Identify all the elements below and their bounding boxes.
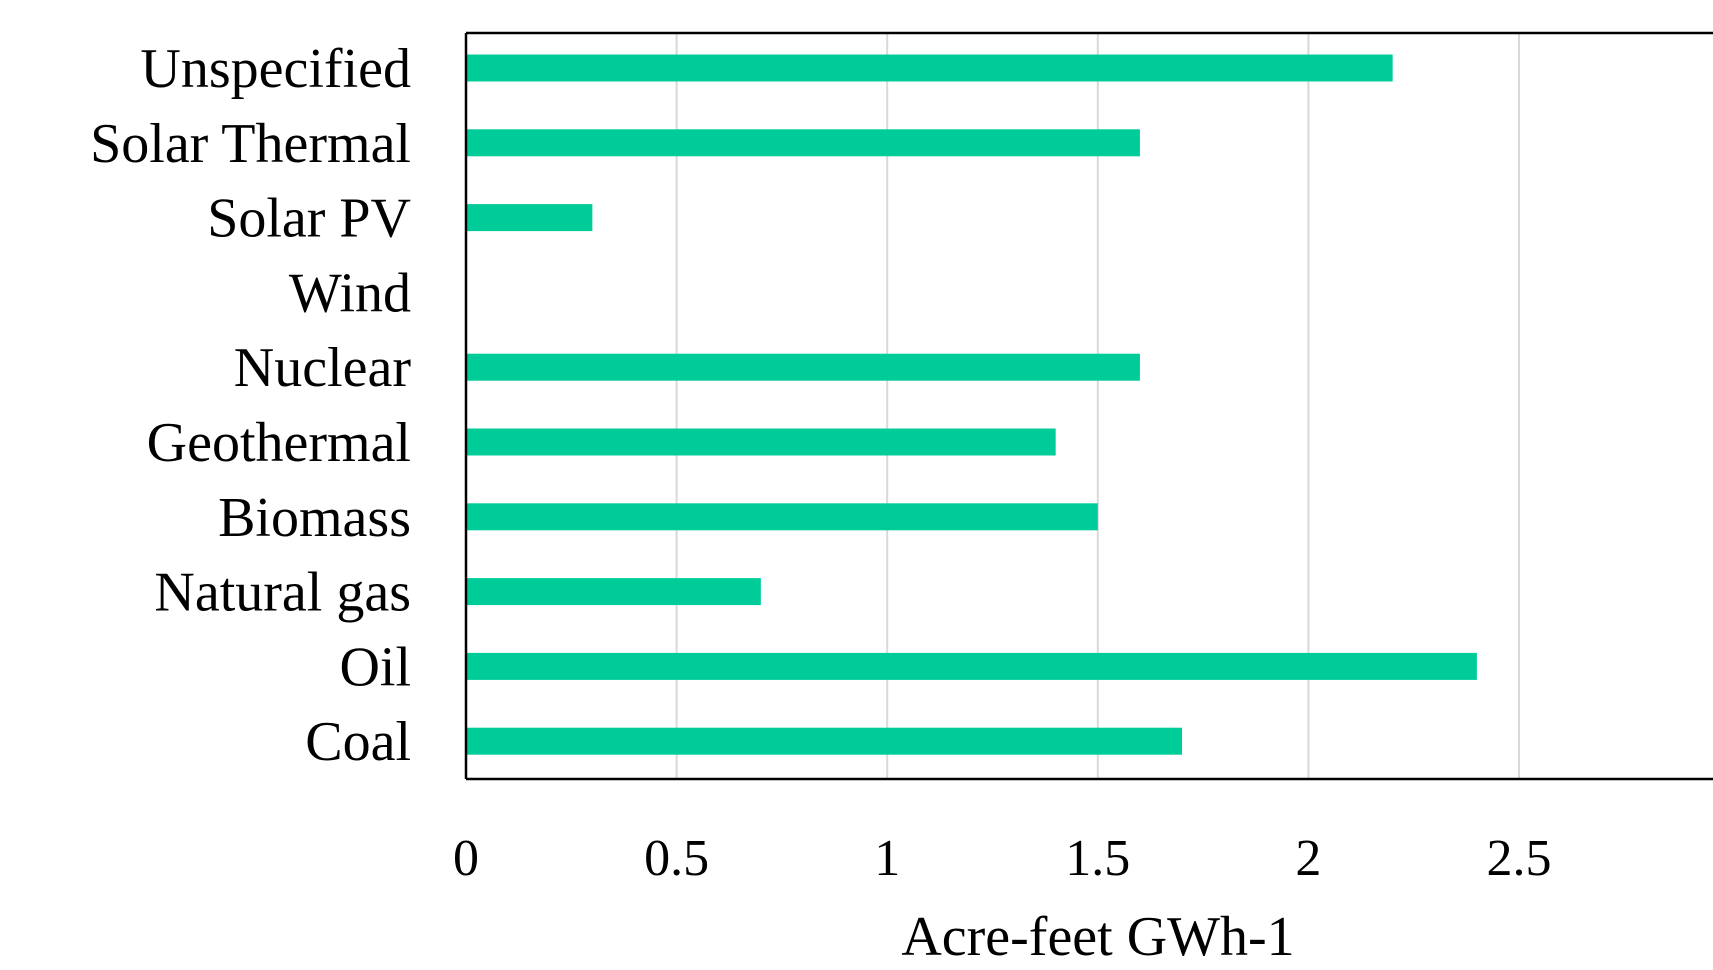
- x-axis-title: Acre-feet GWh-1: [901, 906, 1294, 968]
- category-label-nuclear: Nuclear: [234, 337, 412, 399]
- x-tick-label-1: 1: [874, 830, 900, 887]
- category-label-coal: Coal: [305, 711, 411, 773]
- x-tick-label-0: 0: [453, 830, 479, 887]
- x-tick-label-1-5: 1.5: [1065, 830, 1130, 887]
- bar-geothermal: [466, 428, 1056, 456]
- category-label-biomass: Biomass: [218, 487, 411, 549]
- category-label-oil: Oil: [339, 636, 411, 698]
- category-label-geothermal: Geothermal: [147, 412, 411, 474]
- category-label-solar-pv: Solar PV: [207, 188, 411, 250]
- bar-natural-gas: [466, 578, 761, 606]
- category-label-natural-gas: Natural gas: [154, 562, 411, 624]
- bar-coal: [466, 727, 1183, 755]
- category-label-solar-thermal: Solar Thermal: [90, 113, 411, 175]
- x-tick-label-2: 2: [1295, 830, 1321, 887]
- category-label-unspecified: Unspecified: [140, 38, 411, 100]
- x-tick-label-2-5: 2.5: [1487, 830, 1552, 887]
- x-tick-labels: 0 0.5 1 1.5 2 2.5: [453, 830, 1552, 887]
- bar-biomass: [466, 503, 1098, 531]
- bar-solar-pv: [466, 204, 593, 232]
- bar-oil: [466, 652, 1477, 680]
- bar-nuclear: [466, 353, 1140, 381]
- bar-unspecified: [466, 54, 1393, 82]
- x-tick-label-0-5: 0.5: [644, 830, 709, 887]
- category-labels: Unspecified Solar Thermal Solar PV Wind Nucl…: [90, 38, 411, 773]
- plot-frame: [464, 31, 1713, 781]
- bars: [466, 54, 1477, 755]
- category-label-wind: Wind: [289, 262, 411, 324]
- bar-solar-thermal: [466, 129, 1140, 157]
